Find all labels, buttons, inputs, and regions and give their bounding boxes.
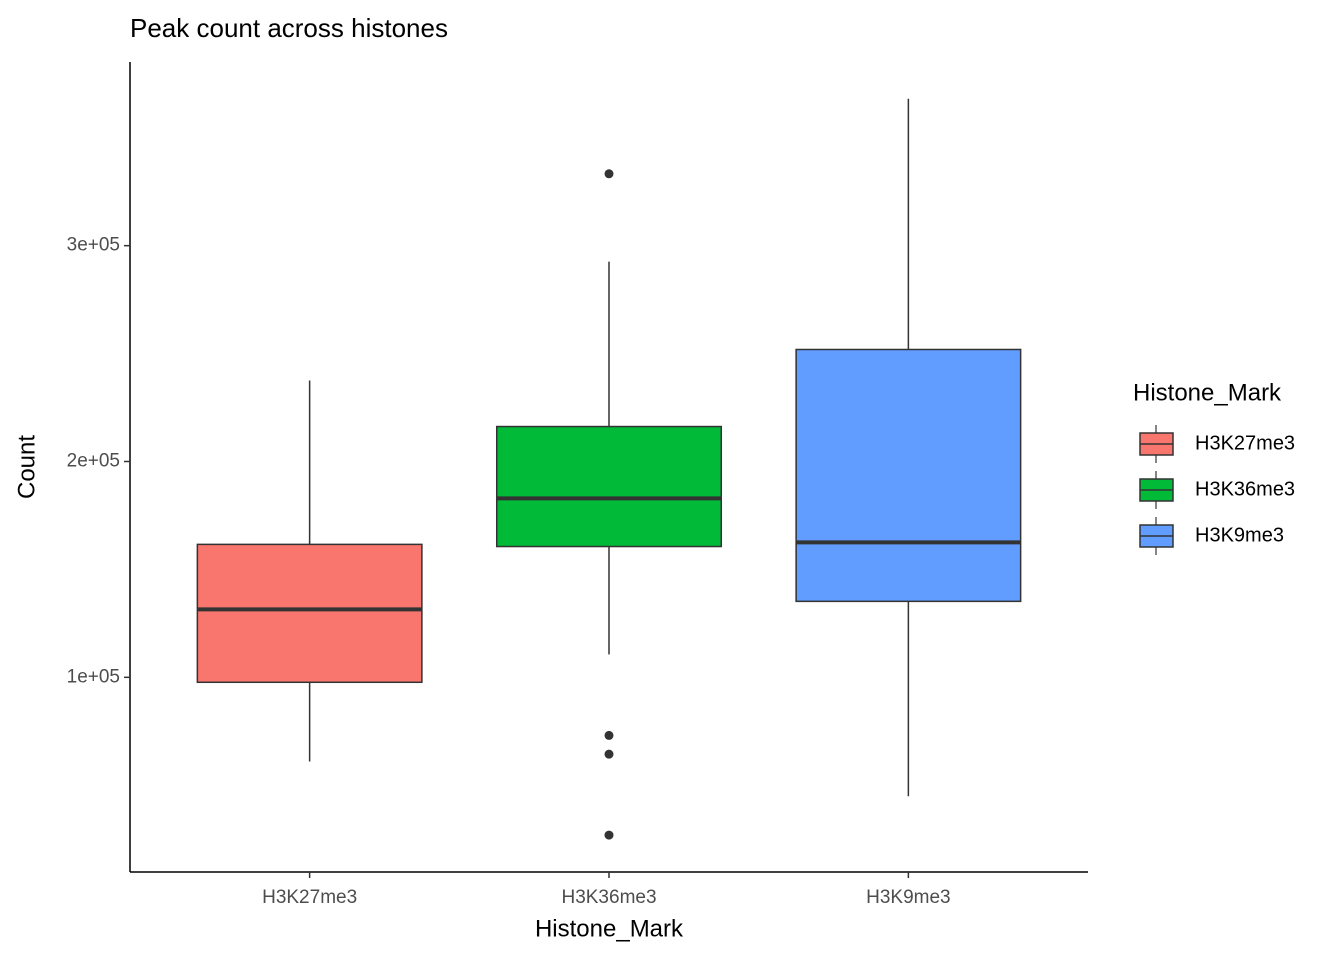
y-tick-label: 3e+05	[67, 235, 120, 256]
outlier	[604, 730, 614, 740]
box	[795, 348, 1022, 603]
chart-title: Peak count across histones	[130, 13, 448, 43]
x-axis-title: Histone_Mark	[535, 915, 684, 942]
y-tick-label: 1e+05	[67, 666, 120, 687]
box	[495, 425, 723, 548]
x-tick-label: H3K27me3	[262, 887, 357, 908]
x-tick-label: H3K9me3	[866, 887, 951, 908]
legend-title: Histone_Mark	[1133, 379, 1282, 406]
legend-label: H3K27me3	[1195, 432, 1295, 454]
legend-label: H3K9me3	[1195, 524, 1284, 546]
outlier	[604, 169, 614, 179]
x-tick-label: H3K36me3	[561, 887, 656, 908]
box	[196, 543, 423, 684]
legend-label: H3K36me3	[1195, 478, 1295, 500]
y-axis-title: Count	[13, 435, 40, 499]
y-tick-label: 2e+05	[67, 451, 120, 472]
outlier	[604, 749, 614, 759]
outlier	[604, 830, 614, 840]
